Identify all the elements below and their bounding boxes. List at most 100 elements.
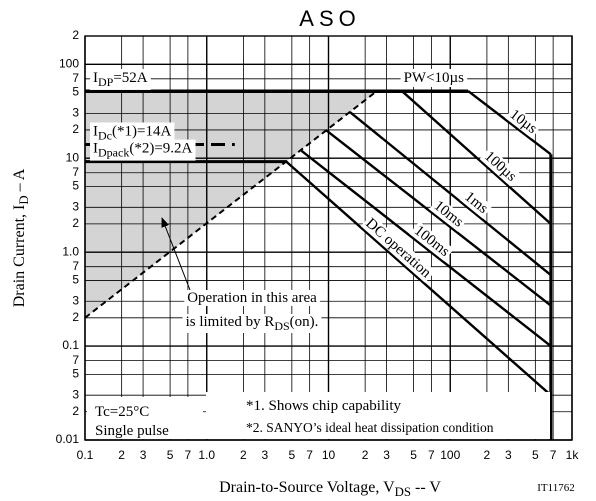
x-tick-label: 7 <box>306 448 313 462</box>
text-part: (*1)=14A <box>112 123 171 139</box>
soa-line <box>467 89 552 156</box>
x-tick-label: 2 <box>484 448 491 462</box>
y-tick-label: 0.1 <box>62 338 79 352</box>
y-tick-label: 3 <box>72 387 79 401</box>
y-tick-label: 10 <box>66 150 80 164</box>
label-background <box>479 147 521 187</box>
text-part: I <box>93 70 98 86</box>
x-tick-label: 5 <box>289 448 296 462</box>
chart-title: ASO <box>299 6 360 31</box>
x-tick-label: 3 <box>383 448 390 462</box>
y-tick-label: 7 <box>72 71 79 85</box>
soa-line <box>285 160 552 397</box>
label-background <box>90 139 196 161</box>
x-tick-label: 1.0 <box>198 448 215 462</box>
y-tick-label: 5 <box>72 273 79 287</box>
y-tick-label: 5 <box>72 179 79 193</box>
x-tick-label: 5 <box>410 448 417 462</box>
soa-line <box>349 111 552 277</box>
soa-line <box>325 128 552 307</box>
y-tick-label: 7 <box>72 165 79 179</box>
y-axis-label: Drain Current, ID – A <box>11 168 31 307</box>
condition-text: Single pulse <box>95 423 169 439</box>
x-tick-label: 2 <box>118 448 125 462</box>
y-tick-label: 100 <box>59 56 79 70</box>
x-tick-label: 7 <box>550 448 557 462</box>
label-background <box>505 105 542 139</box>
y-tick-label: 5 <box>72 367 79 381</box>
rds-limit-line <box>84 90 378 319</box>
label-background <box>182 314 322 333</box>
y-tick-label: 2 <box>72 404 79 418</box>
x-tick-label: 5 <box>532 448 539 462</box>
y-tick-label: 3 <box>72 106 79 120</box>
y-tick-label: 7 <box>72 259 79 273</box>
soa-line <box>300 149 552 348</box>
x-tick-label: 3 <box>505 448 512 462</box>
text-part: -- V <box>411 479 441 496</box>
x-axis-label: Drain-to-Source Voltage, VDS -- V <box>219 479 441 499</box>
note-text: *1. Shows chip capability <box>246 398 401 414</box>
x-tick-label: 5 <box>167 448 174 462</box>
x-tick-label: 0.1 <box>77 448 94 462</box>
y-tick-label: 0.01 <box>56 432 80 446</box>
x-tick-label: 10 <box>322 448 336 462</box>
text-part: is limited by R <box>186 314 275 330</box>
label-background <box>429 196 468 232</box>
notes-box <box>206 392 550 439</box>
y-tick-label: 2 <box>72 28 79 42</box>
pulse-width-label: PW<10µs <box>404 70 465 86</box>
label-background <box>90 122 175 144</box>
x-tick-label: 7 <box>185 448 192 462</box>
y-tick-label: 2 <box>72 216 79 230</box>
text-part: Dc <box>98 128 112 142</box>
x-tick-label: 1k <box>566 448 580 462</box>
soa-line <box>401 90 552 225</box>
x-tick-label: 7 <box>428 448 435 462</box>
text-part: (*2)=9.2A <box>129 141 192 157</box>
label-background <box>360 214 436 283</box>
current-limit-label: IDP=52A <box>93 70 148 89</box>
plot-frame <box>84 35 573 441</box>
text-part: Dpack <box>98 146 129 160</box>
y-tick-label: 3 <box>72 199 79 213</box>
annotation-text: is limited by RDS(on). <box>186 314 319 333</box>
y-tick-label: 5 <box>72 85 79 99</box>
text-part: Drain-to-Source Voltage, V <box>219 479 395 496</box>
current-limit-label: IDpack(*2)=9.2A <box>93 141 193 160</box>
text-part: Drain Current, I <box>11 205 28 308</box>
text-part: DP <box>98 75 114 89</box>
figure-code: IT11762 <box>537 482 574 494</box>
label-background <box>400 68 468 87</box>
x-tick-label: 3 <box>140 448 147 462</box>
y-tick-label: 2 <box>72 122 79 136</box>
note-text: *2. SANYO’s ideal heat dissipation condi… <box>246 420 494 435</box>
text-part: I <box>93 123 98 139</box>
label-background <box>184 290 321 306</box>
conditions-box <box>87 397 203 439</box>
label-background <box>90 68 151 90</box>
text-part: Operation in this area <box>187 290 317 306</box>
text-part: (on). <box>290 314 319 330</box>
current-limit-label: IDc(*1)=14A <box>93 123 171 142</box>
text-part: – A <box>11 168 28 195</box>
annotation-text: Operation in this area <box>187 290 317 306</box>
x-tick-label: 100 <box>440 448 460 462</box>
y-tick-label: 2 <box>72 310 79 324</box>
x-tick-label: 3 <box>261 448 268 462</box>
text-part: I <box>93 141 98 157</box>
text-part: DS <box>274 319 289 333</box>
condition-text: Tc=25°C <box>95 404 149 420</box>
text-part: DS <box>395 485 411 499</box>
x-tick-label: 2 <box>362 448 369 462</box>
text-part: D <box>17 195 31 204</box>
y-tick-label: 3 <box>72 293 79 307</box>
annotation-arrow <box>161 217 191 291</box>
label-background <box>409 221 455 262</box>
y-tick-label: 1.0 <box>62 244 79 258</box>
text-part: =52A <box>113 70 147 86</box>
label-background <box>459 187 493 219</box>
x-tick-label: 2 <box>240 448 247 462</box>
y-tick-label: 7 <box>72 353 79 367</box>
